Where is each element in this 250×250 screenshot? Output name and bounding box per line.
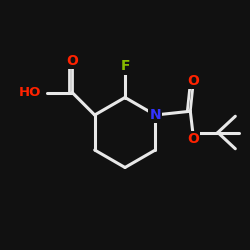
Text: HO: HO bbox=[18, 86, 41, 99]
Text: O: O bbox=[187, 132, 199, 146]
Text: N: N bbox=[150, 108, 161, 122]
Text: F: F bbox=[120, 60, 130, 74]
Text: O: O bbox=[187, 74, 199, 88]
Text: O: O bbox=[66, 54, 78, 68]
